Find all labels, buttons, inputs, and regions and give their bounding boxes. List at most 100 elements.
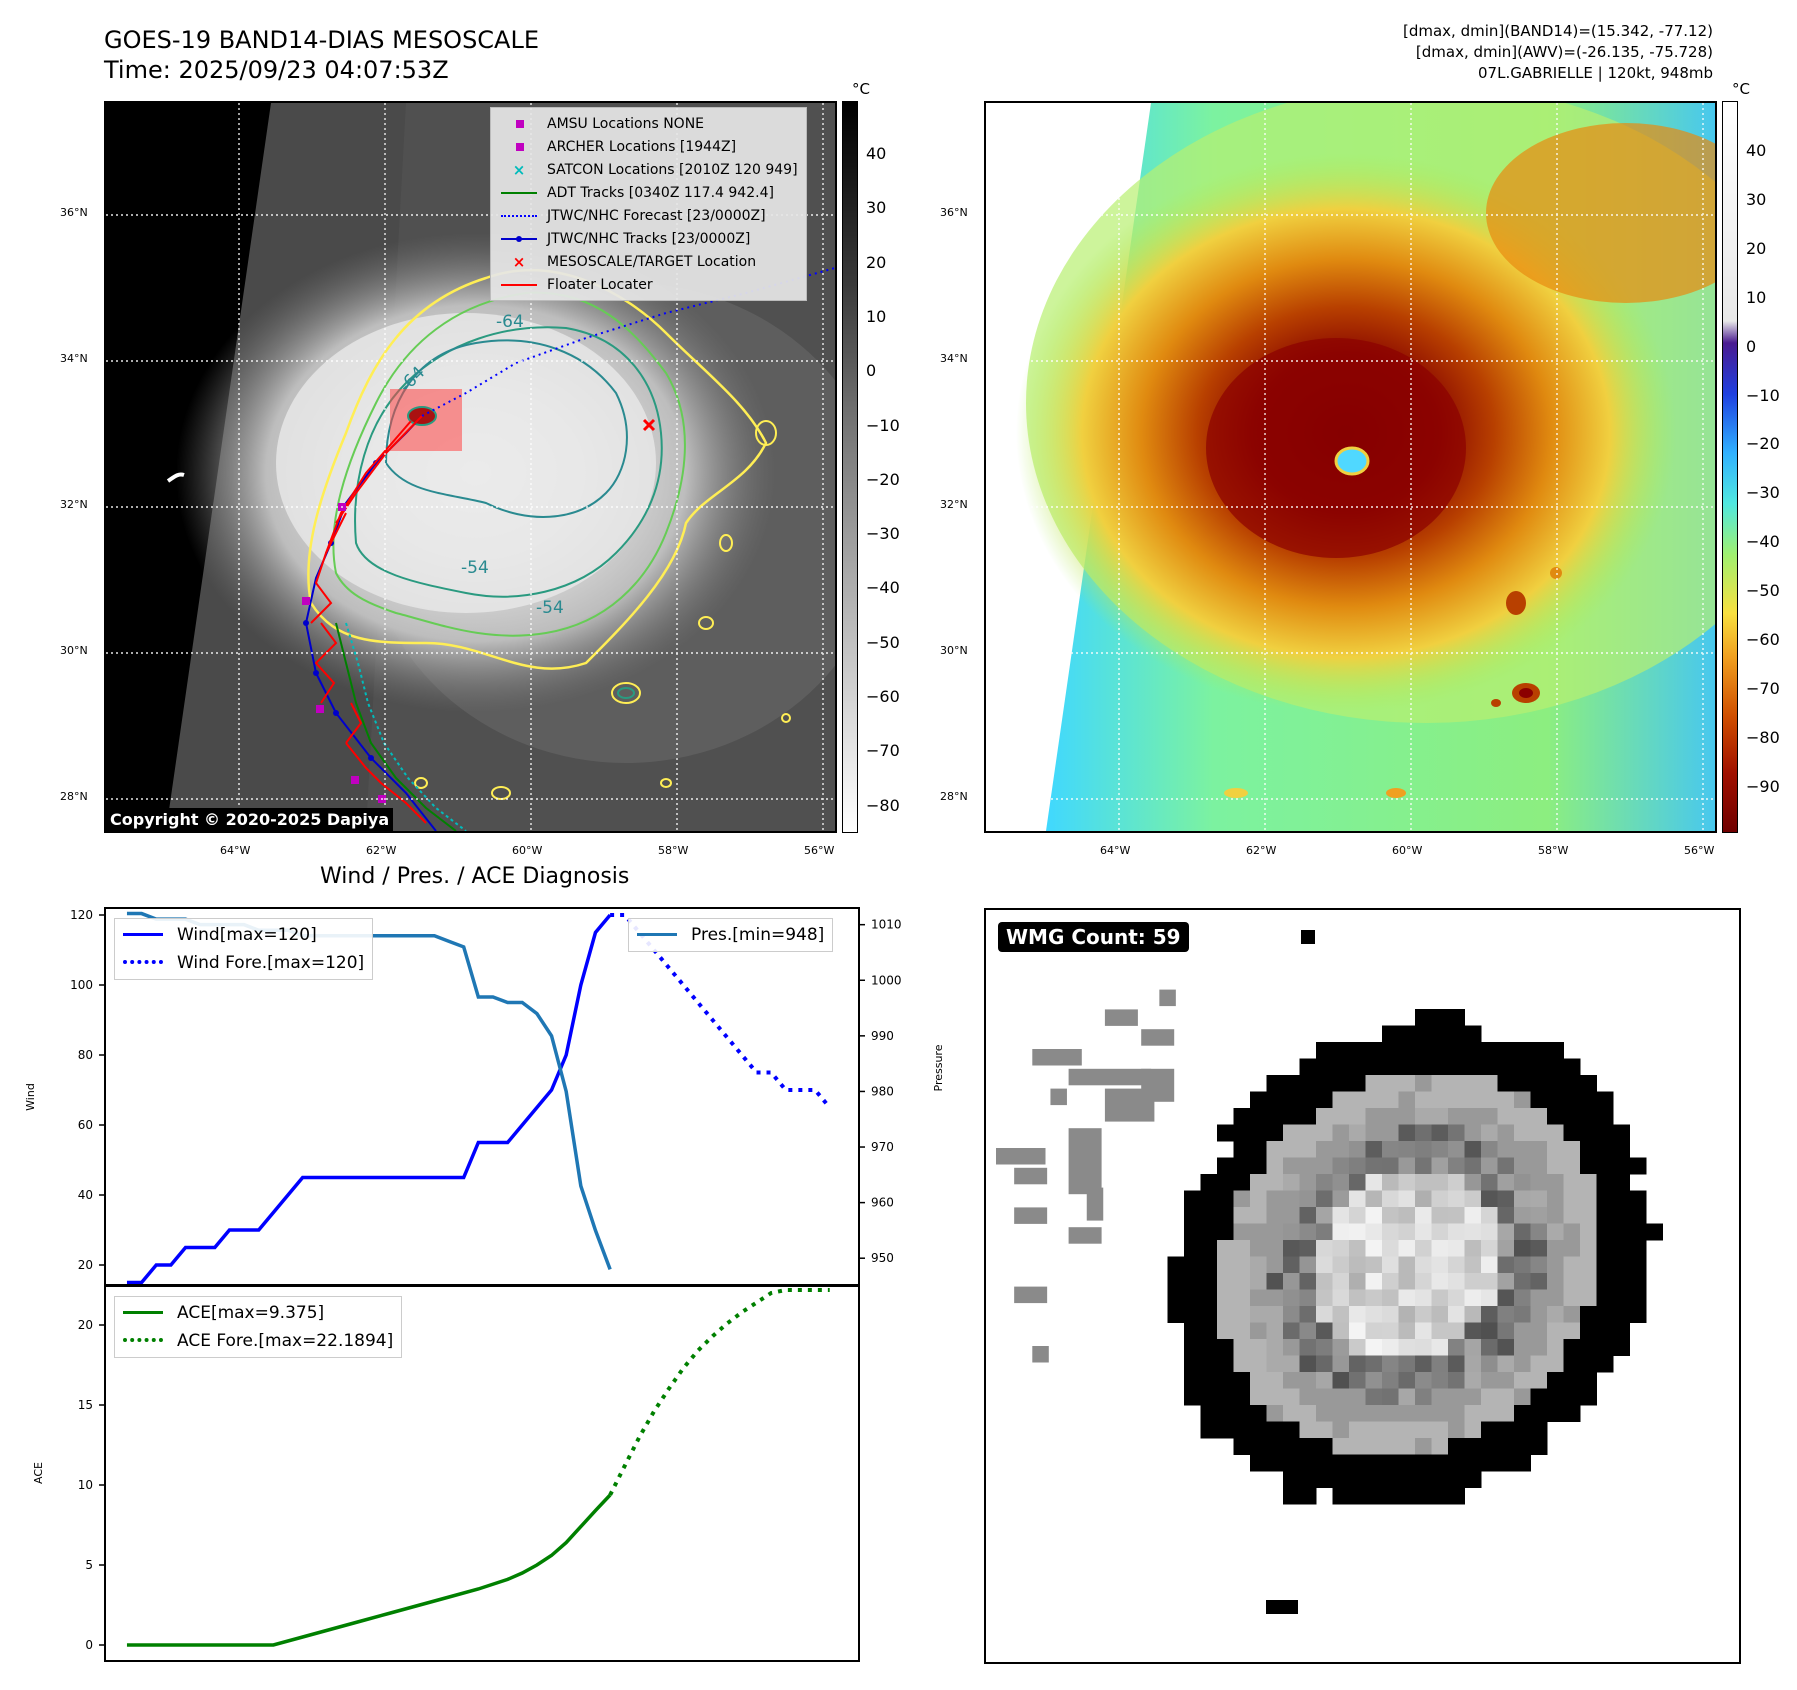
lat-label-36: 36°N <box>60 206 88 219</box>
pres-ytick-label-4: 990 <box>871 1029 894 1043</box>
colorbar-left-tick-3: 10 <box>866 306 887 326</box>
legend-item-tracks: JTWC/NHC Tracks [23/0000Z] <box>499 227 798 250</box>
wind-ytick-label-2: 60 <box>78 1118 93 1132</box>
pres-ytick-label-2: 970 <box>871 1140 894 1154</box>
legend-item-floater: Floater Locater <box>499 273 798 296</box>
wmg-panel: WMG Count: 59 <box>984 908 1741 1664</box>
ace-ytick-label-2: 10 <box>78 1478 93 1492</box>
ace-chart: 0 5 10 15 20 ACE <box>32 1284 860 1662</box>
series-aceline <box>126 1493 612 1647</box>
contour-label-3: -54 <box>461 558 489 578</box>
colorbar-right-tick-5: −10 <box>1746 385 1780 405</box>
lon-label-58: 58°W <box>658 844 689 857</box>
colorbar-left-tick-10: −60 <box>866 687 900 706</box>
colorbar-right-tick-13: −90 <box>1746 776 1780 796</box>
past-track <box>304 415 437 831</box>
series-ace-fore-line <box>608 1287 830 1496</box>
lat-label-28: 28°N <box>60 790 88 803</box>
right-lat-label-30: 30°N <box>940 644 968 657</box>
colorbar-right <box>1722 101 1738 833</box>
legend-wind-fore: Wind Fore.[max=120] <box>123 949 364 977</box>
wmg-count-badge: WMG Count: 59 <box>998 922 1189 952</box>
colorbar-left-tick-11: −70 <box>866 741 900 761</box>
right-lon-label-56: 56°W <box>1684 844 1715 857</box>
colorbar-right-tick-0: 40 <box>1746 141 1767 160</box>
colorbar-left-tick-7: −30 <box>866 524 900 544</box>
ace-ytick-label-0: 0 <box>85 1638 93 1652</box>
info-band14: [dmax, dmin](BAND14)=(15.342, -77.12) <box>1402 22 1713 40</box>
right-lat-label-32: 32°N <box>940 498 968 511</box>
pres-ytick-label-5: 1000 <box>871 973 902 987</box>
colorbar-right-tick-11: −70 <box>1746 678 1780 698</box>
contour-label-4: -54 <box>536 598 564 618</box>
ace-legend: ACE[max=9.375] ACE Fore.[max=22.1894] <box>114 1296 403 1358</box>
legend-item-target: × MESOSCALE/TARGET Location <box>512 252 757 271</box>
contour-green <box>332 291 686 637</box>
colorbar-right-tick-9: −50 <box>1746 581 1780 601</box>
pres-ytick-label-1: 960 <box>871 1196 894 1210</box>
wind-ytick-label-3: 80 <box>78 1048 93 1062</box>
figure-title: GOES-19 BAND14-DIAS MESOSCALE <box>104 26 540 54</box>
diagnosis-title: Wind / Pres. / ACE Diagnosis <box>320 864 630 889</box>
legend-wind: Wind[max=120] <box>123 921 364 949</box>
legend-item-archer: ARCHER Locations [1944Z] <box>499 135 798 158</box>
legend-item-adt: ADT Tracks [0340Z 117.4 942.4] <box>499 181 798 204</box>
wmg-grid <box>996 930 1663 1614</box>
ir-map-panel: -64 -64 -54 -54 <box>104 101 837 833</box>
scattered-cells <box>414 420 791 800</box>
wind-ytick-label-0: 20 <box>78 1258 93 1272</box>
colorbar-right-tick-6: −20 <box>1746 434 1780 454</box>
colorbar-left-tick-9: −50 <box>866 632 900 652</box>
colorbar-left-tick-0: 40 <box>866 144 887 163</box>
legend-ace-fore-label: ACE Fore.[max=22.1894] <box>177 1331 394 1351</box>
wmg-cells <box>996 930 1663 1614</box>
lat-label-32: 32°N <box>60 498 88 511</box>
colorbar-left-tick-12: −80 <box>866 795 900 815</box>
pres-ytick-label-6: 1010 <box>871 918 902 932</box>
wind-ytick-label-4: 100 <box>70 978 93 992</box>
colorbar-right-tick-7: −30 <box>1746 483 1780 503</box>
pres-ytick-label-0: 950 <box>871 1251 894 1265</box>
legend-ace: ACE[max=9.375] <box>123 1299 393 1327</box>
colorbar-right-unit: °C <box>1732 80 1750 98</box>
legend-pressure: Pres.[min=948] <box>637 921 824 949</box>
ace-ylabel: ACE <box>32 1462 45 1484</box>
right-lat-label-34: 34°N <box>940 352 968 365</box>
right-lon-label-62: 62°W <box>1246 844 1277 857</box>
colorbar-right-tick-3: 10 <box>1746 287 1767 307</box>
right-lat-label-36: 36°N <box>940 206 968 219</box>
lon-label-62: 62°W <box>366 844 397 857</box>
ace-ytick-label-1: 5 <box>85 1558 93 1572</box>
legend-ace-fore: ACE Fore.[max=22.1894] <box>123 1327 393 1355</box>
enhanced-ir-panel <box>984 101 1717 833</box>
legend-wind-fore-label: Wind Fore.[max=120] <box>177 953 365 973</box>
legend-item-amsu: AMSU Locations NONE <box>499 112 798 135</box>
colorbar-right-tick-10: −60 <box>1746 630 1780 649</box>
legend-item-satcon: × SATCON Locations [2010Z 120 949] <box>512 160 798 179</box>
right-lat-label-28: 28°N <box>940 790 968 803</box>
ace-plot-frame <box>104 1284 860 1662</box>
info-storm: 07L.GABRIELLE | 120kt, 948mb <box>1478 64 1713 82</box>
legend-pressure-label: Pres.[min=948] <box>691 925 825 945</box>
right-lon-label-60: 60°W <box>1392 844 1423 857</box>
wind-ytick-label-1: 40 <box>78 1188 93 1202</box>
series-windline <box>126 913 612 1285</box>
legend-ace-label: ACE[max=9.375] <box>177 1303 325 1323</box>
wind-ylabel: Wind <box>24 1083 37 1111</box>
pressure-legend: Pres.[min=948] <box>628 918 834 952</box>
lat-label-34: 34°N <box>60 352 88 365</box>
colorbar-right-tick-12: −80 <box>1746 727 1780 747</box>
enhanced-cells <box>1224 567 1562 798</box>
colorbar-left-tick-2: 20 <box>866 252 887 272</box>
legend-item-forecast: JTWC/NHC Forecast [23/0000Z] <box>499 204 798 227</box>
pres-ytick-label-3: 980 <box>871 1084 894 1098</box>
info-awv: [dmax, dmin](AWV)=(-26.135, -75.728) <box>1415 43 1713 61</box>
contour-teal-outer <box>354 326 663 598</box>
island <box>166 472 185 483</box>
enhanced-gridlines <box>986 103 1715 831</box>
colorbar-right-tick-2: 20 <box>1746 238 1767 258</box>
floater-locater <box>310 415 427 824</box>
wind-ytick-label-5: 120 <box>70 908 93 922</box>
ace-ytick-label-3: 15 <box>78 1398 93 1412</box>
colorbar-left-tick-6: −20 <box>866 469 900 489</box>
